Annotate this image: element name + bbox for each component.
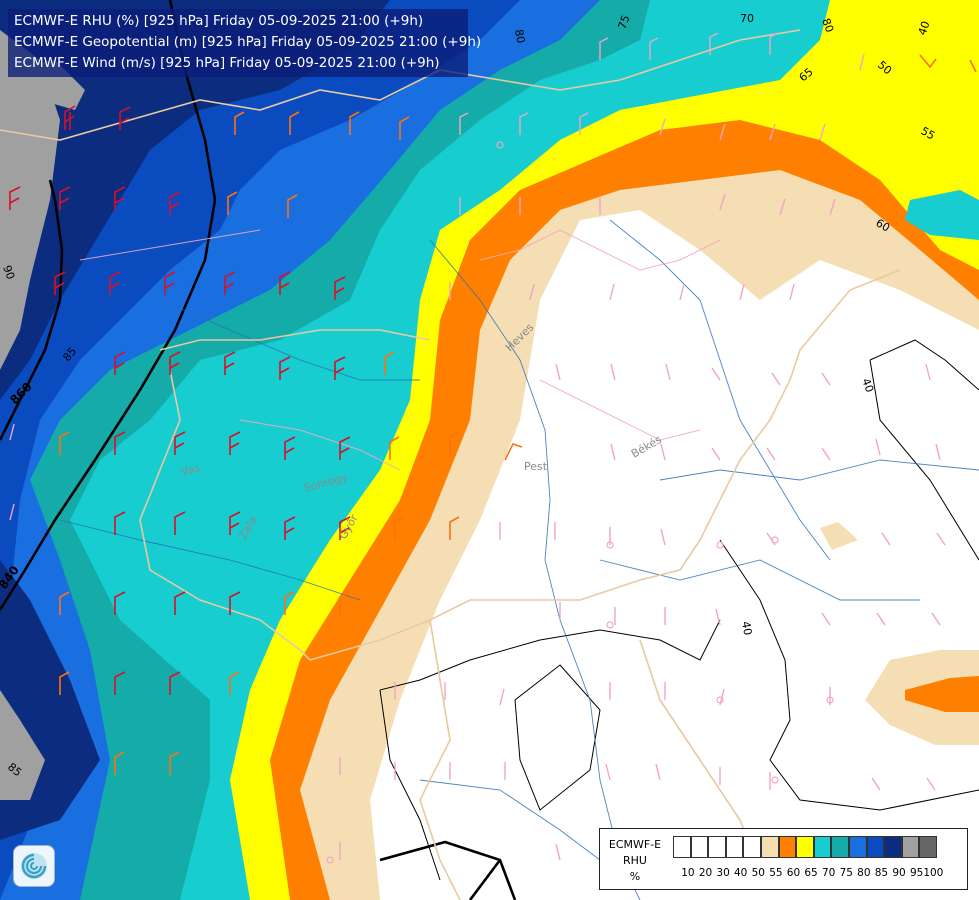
rh-band-95-sw — [0, 690, 45, 800]
admin-borders — [79, 229, 721, 471]
map-title-box: ECMWF-E RHU (%) [925 hPa] Friday 05-09-2… — [8, 9, 482, 77]
legend-swatch — [673, 836, 691, 858]
legend-tick-label: 80 — [857, 867, 871, 879]
legend-swatch — [919, 836, 937, 858]
legend-ticks: 10 20 30 40 50 55 60 65 70 75 80 85 90 95 100 — [673, 867, 943, 879]
legend-swatch — [884, 836, 902, 858]
legend-swatch — [778, 836, 797, 858]
contour-label-80: 80 — [512, 28, 527, 44]
contour-label-55: 55 — [919, 124, 938, 142]
rh-band-ne-70 — [905, 190, 979, 240]
rh-band-90 — [0, 0, 390, 400]
contour-label-40-e: 40 — [859, 377, 876, 395]
legend-tick-label: 85 — [874, 867, 889, 879]
legend-tick-label: 60 — [786, 867, 801, 879]
legend-model: ECMWF-E — [608, 838, 662, 851]
rh-band-se-60 — [905, 676, 979, 712]
contour-label-40-s: 40 — [739, 620, 754, 636]
legend-title: ECMWF-E RHU % — [604, 837, 666, 885]
legend-tick-label: 40 — [734, 867, 748, 879]
legend-swatch — [708, 836, 726, 858]
legend-swatch — [690, 836, 709, 858]
contour-label-90: 90 — [0, 264, 17, 282]
legend-swatch — [813, 836, 832, 858]
title-wind: ECMWF-E Wind (m/s) [925 hPa] Friday 05-0… — [14, 55, 440, 71]
legend-tick-label: 20 — [698, 867, 713, 879]
contour-label-80-ne: 80 — [819, 17, 836, 35]
legend-tick-label: 95 — [909, 867, 924, 879]
rh-band-85 — [0, 0, 520, 900]
contour-label-75: 75 — [616, 13, 633, 31]
legend-swatch — [866, 836, 885, 858]
ecmwf-logo — [13, 845, 55, 887]
country-borders — [0, 29, 901, 900]
legend-swatch — [760, 836, 779, 858]
legend-swatch — [831, 836, 849, 858]
legend-tick-label: 75 — [839, 867, 853, 879]
contour-labels: 80 75 70 65 80 60 55 50 40 40 40 90 85 8… — [0, 12, 937, 779]
legend-swatch — [725, 836, 744, 858]
legend-tick-label: 70 — [821, 867, 836, 879]
legend-swatch — [743, 836, 761, 858]
legend-tick-label: 10 — [681, 867, 695, 879]
rh-contour-lines — [379, 339, 979, 881]
wind-barbs-strong — [9, 105, 351, 695]
legend-tick-label: 55 — [769, 867, 783, 879]
contour-label-40-ne: 40 — [916, 19, 933, 37]
legend-tick-label: 50 — [751, 867, 765, 879]
contour-label-60: 60 — [874, 216, 893, 234]
rivers — [59, 219, 979, 900]
legend-swatch — [796, 836, 814, 858]
rhu-color-legend: ECMWF-E RHU % 10 20 30 40 50 55 60 65 70 75 80 85 90… — [599, 828, 968, 890]
geopotential-contours — [0, 0, 517, 900]
legend-tick-label: 100 — [923, 867, 944, 879]
rh-band-95 — [0, 30, 60, 370]
title-geopotential: ECMWF-E Geopotential (m) [925 hPa] Frida… — [14, 34, 482, 50]
region-pest: Pest — [524, 460, 548, 473]
legend-unit: % — [629, 870, 641, 883]
legend-tick-label: 30 — [716, 867, 730, 879]
region-vas: Vas — [179, 461, 201, 479]
calm-wind-markers — [326, 141, 834, 864]
legend-swatch — [901, 836, 920, 858]
rh-band-small-55 — [820, 522, 858, 550]
legend-swatches — [673, 836, 937, 858]
legend-swatch — [848, 836, 867, 858]
contour-label-70: 70 — [740, 12, 754, 25]
legend-tick-label: 90 — [892, 867, 906, 879]
legend-variable: RHU — [623, 854, 647, 867]
ecmwf-swirl-icon — [21, 853, 47, 879]
title-rhu: ECMWF-E RHU (%) [925 hPa] Friday 05-09-2… — [14, 13, 424, 29]
legend-tick-label: 65 — [804, 867, 818, 879]
wind-barbs-moderate — [59, 54, 977, 775]
